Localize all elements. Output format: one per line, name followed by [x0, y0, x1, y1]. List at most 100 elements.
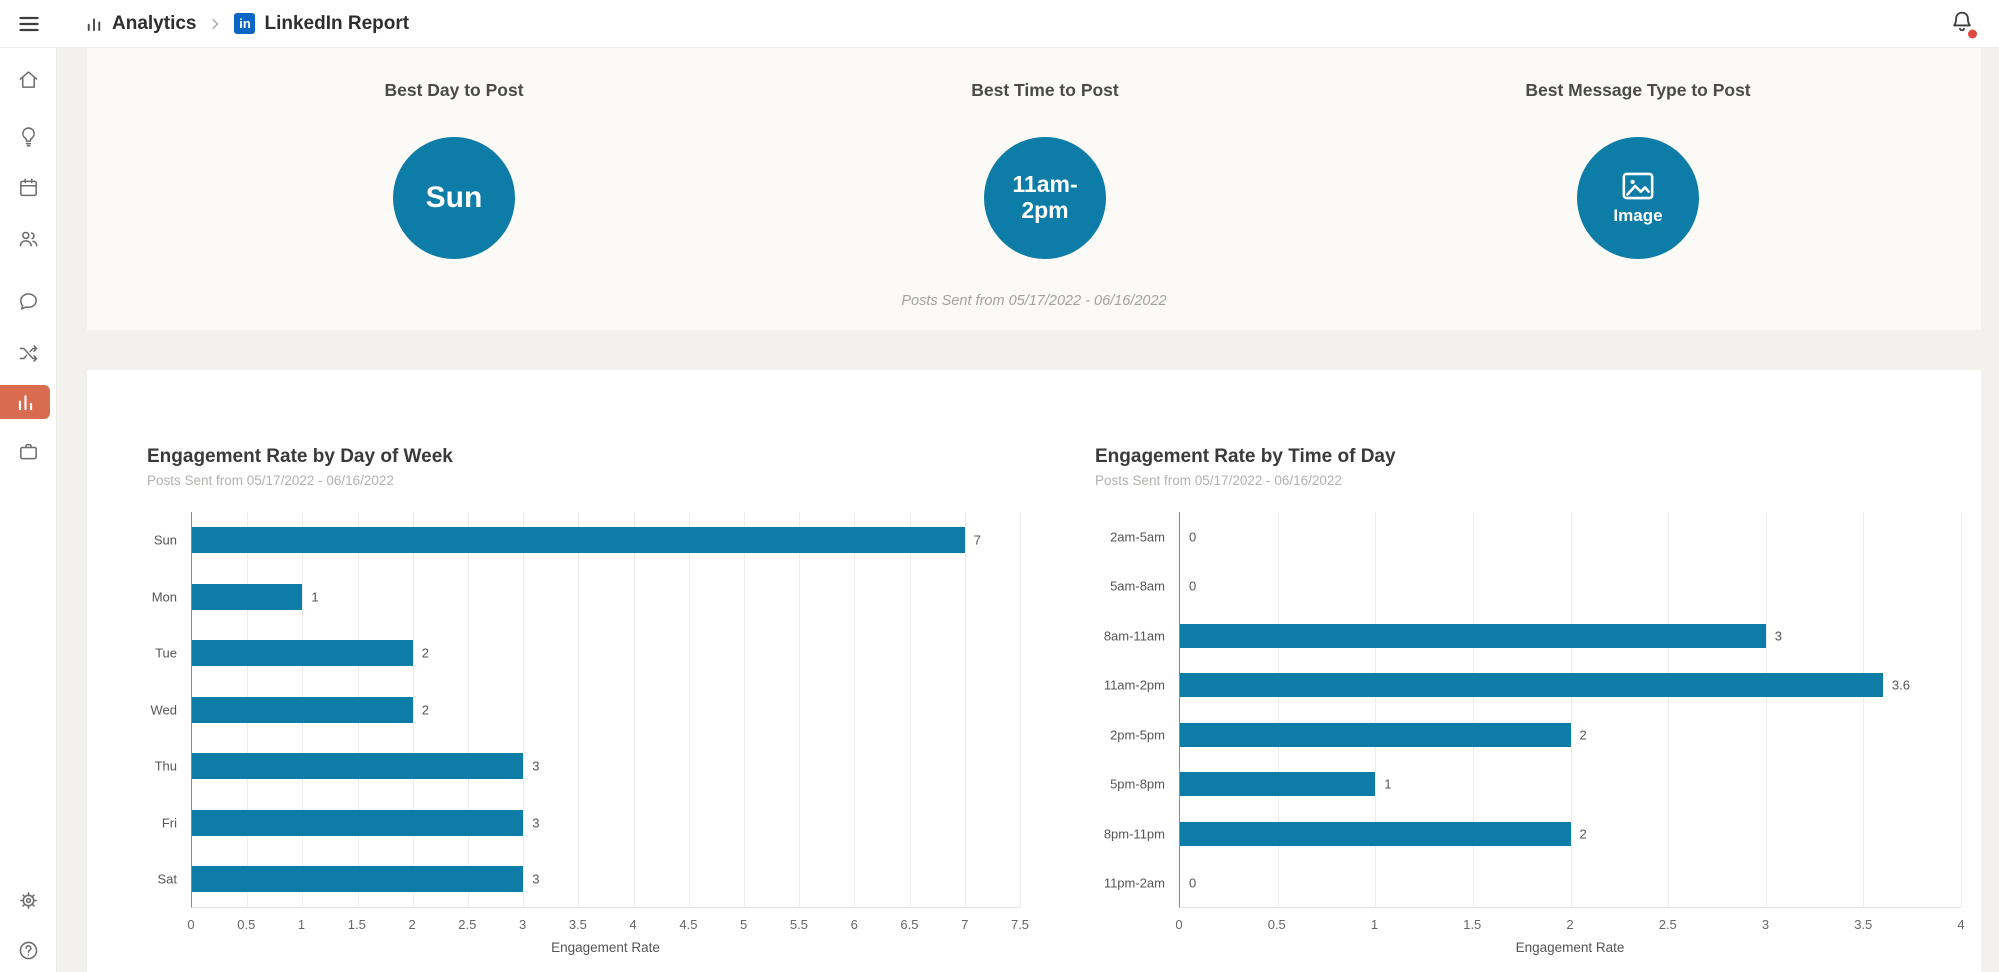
- bar-row: 2pm-5pm 2: [1110, 710, 1961, 760]
- sidebar-item-settings[interactable]: [0, 883, 57, 917]
- menu-button[interactable]: [0, 12, 57, 36]
- best-message-type-title: Best Message Type to Post: [1525, 80, 1751, 100]
- x-tick-label: 2.5: [1658, 917, 1677, 932]
- plot-area: 2am-5am 0 5am-8am 0 8am-11am 3 11am-2pm 3.6 2pm-…: [1104, 512, 1962, 909]
- x-tick-label: 4: [629, 917, 637, 932]
- charts-section: Engagement Rate by Day of Week Posts Sen…: [87, 370, 1981, 972]
- breadcrumb-report-title: LinkedIn Report: [264, 12, 410, 34]
- category-label: Fri: [161, 815, 177, 831]
- bar[interactable]: [1180, 673, 1883, 698]
- bar-row: 11pm-2am 0: [1104, 859, 1961, 909]
- x-tick-label: 2: [408, 917, 416, 932]
- bar[interactable]: [192, 696, 413, 723]
- x-tick-label: 5: [740, 917, 748, 932]
- briefcase-icon: [20, 443, 37, 459]
- sidebar-item-work[interactable]: [0, 434, 57, 468]
- x-tick-label: 0.5: [237, 917, 256, 932]
- x-tick-label: 1: [297, 917, 306, 932]
- best-day-card: Best Day to Post Sun: [234, 48, 674, 259]
- gridline: [1375, 512, 1377, 907]
- x-tick-label: 4: [1957, 917, 1965, 932]
- category-label: 8am-11am: [1103, 628, 1165, 644]
- x-axis-label: Engagement Rate: [1515, 940, 1625, 955]
- x-tick-label: 2: [1566, 917, 1574, 932]
- x-tick-label: 1.5: [347, 917, 366, 932]
- plot-area: Sun 7 Mon 1 Tue 2 Wed 2 Thu 3 Fri 3 Sat 3: [151, 512, 1021, 908]
- sidebar-item-automation[interactable]: [0, 336, 57, 370]
- bar[interactable]: [192, 866, 524, 893]
- linkedin-icon: in: [234, 13, 256, 34]
- help-icon: [19, 941, 38, 959]
- bar-row: 5am-8am 0: [1110, 562, 1961, 612]
- category-label: Wed: [150, 702, 178, 718]
- bar-row: Wed 2: [151, 682, 1020, 739]
- x-tick-label: 3: [1761, 917, 1770, 932]
- x-tick-label: 4.5: [679, 917, 698, 932]
- x-tick-label: 3: [518, 917, 527, 932]
- best-day-circle: Sun: [393, 137, 515, 259]
- notifications-button[interactable]: [1949, 8, 1977, 39]
- best-message-type-value: Image: [1613, 205, 1663, 225]
- x-tick-label: 3.5: [568, 917, 587, 932]
- value-label: 2: [421, 702, 430, 718]
- bar-row: Sun 7: [154, 512, 1020, 569]
- hero-section: Best Day to Post Sun Best Time to Post 1…: [87, 48, 1981, 330]
- sidebar-item-ideas[interactable]: [0, 119, 57, 153]
- best-time-circle: 11am- 2pm: [984, 137, 1106, 259]
- bar[interactable]: [1180, 722, 1571, 747]
- bar[interactable]: [1180, 821, 1571, 846]
- value-label: 1: [1384, 776, 1392, 792]
- x-axis: 0 0.5 1 1.5 2 2.5 3 3.5 4: [1175, 917, 1965, 937]
- breadcrumb-analytics[interactable]: Analytics: [112, 12, 197, 34]
- bar[interactable]: [192, 809, 524, 836]
- gridline: [1961, 512, 1962, 907]
- bar[interactable]: [192, 583, 303, 610]
- gridline: [412, 512, 414, 907]
- best-message-type-card: Best Message Type to Post Image: [1418, 48, 1858, 259]
- chart-engagement-by-time-of-day: Engagement Rate by Time of Day Posts Sen…: [1095, 446, 1971, 955]
- gridline: [909, 512, 911, 907]
- gridline: [799, 512, 801, 907]
- chevron-right-icon: [207, 16, 223, 32]
- lightbulb-icon: [22, 126, 35, 146]
- bar[interactable]: [192, 753, 524, 780]
- sidebar-item-help[interactable]: [0, 933, 57, 967]
- x-axis: 0 0.5 1 1.5 2 2.5 3 3.5 4 4.5 5 5.5 6 6.5 7 7.5: [187, 917, 1029, 937]
- value-label: 2: [1579, 727, 1587, 743]
- value-label: 3.6: [1891, 677, 1910, 693]
- topbar: Analytics in LinkedIn Report: [0, 0, 1999, 48]
- sidebar-item-publishing[interactable]: [0, 170, 57, 204]
- chart-subtitle: Posts Sent from 05/17/2022 - 06/16/2022: [147, 473, 394, 488]
- gridline: [467, 512, 469, 907]
- value-label: 1: [311, 589, 319, 605]
- best-time-card: Best Time to Post 11am- 2pm: [825, 48, 1265, 259]
- bar[interactable]: [192, 640, 413, 667]
- gridline: [523, 512, 525, 907]
- x-tick-label: 1.5: [1463, 917, 1482, 932]
- home-icon: [19, 70, 38, 88]
- breadcrumb: Analytics in LinkedIn Report: [85, 13, 409, 35]
- gridline: [1570, 512, 1572, 907]
- value-label: 2: [421, 645, 430, 661]
- bar-row: Tue 2: [155, 625, 1020, 682]
- category-label: 8pm-11pm: [1103, 826, 1165, 842]
- sidebar-item-analytics[interactable]: [0, 385, 50, 419]
- gridline: [1863, 512, 1865, 907]
- x-axis-label: Engagement Rate: [551, 940, 660, 955]
- category-label: Tue: [155, 645, 177, 661]
- best-day-title: Best Day to Post: [384, 80, 524, 100]
- sidebar-item-messages[interactable]: [0, 284, 57, 318]
- bar[interactable]: [1180, 772, 1376, 797]
- bar-row: 11am-2pm 3.6: [1104, 661, 1961, 711]
- x-tick-label: 0.5: [1267, 917, 1286, 932]
- gridline: [1668, 512, 1670, 907]
- bar-row: Fri 3: [162, 795, 1020, 852]
- x-tick-label: 6: [850, 917, 858, 932]
- sidebar-item-home[interactable]: [0, 62, 57, 96]
- bar[interactable]: [1180, 623, 1766, 648]
- sidebar-item-contacts[interactable]: [0, 221, 57, 255]
- bar[interactable]: [192, 527, 965, 554]
- category-label: 2pm-5pm: [1110, 727, 1165, 743]
- gridline: [1020, 512, 1021, 907]
- gear-icon: [20, 891, 37, 909]
